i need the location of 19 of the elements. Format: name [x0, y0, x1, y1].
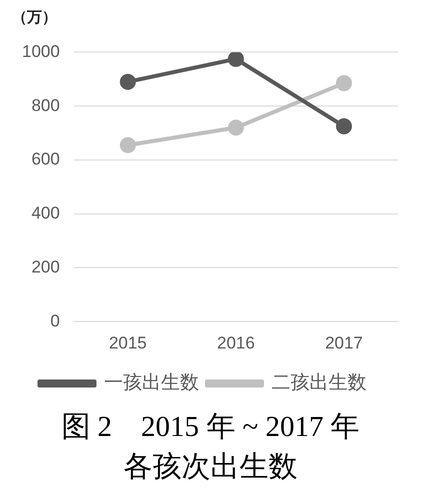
point — [120, 74, 136, 90]
y-tick-label: 600 — [31, 150, 60, 169]
x-tick-label: 2017 — [325, 333, 363, 352]
x-tick-label: 2015 — [108, 333, 147, 352]
point — [336, 118, 352, 134]
y-tick-label: 200 — [31, 257, 60, 276]
point — [120, 137, 136, 154]
legend-label: 一孩出生数 — [104, 371, 199, 394]
y-axis-title: （万） — [12, 8, 58, 28]
point — [336, 75, 352, 92]
legend-label: 二孩出生数 — [272, 371, 366, 394]
y-tick-label: 800 — [31, 96, 60, 115]
text: 图 2 2015 年 ~ 2017 年各孩次出生数 — [60, 410, 361, 485]
y-tick-label: 1000 — [22, 42, 60, 61]
point — [228, 52, 244, 67]
point — [228, 120, 244, 136]
y-tick-label: 400 — [31, 204, 60, 223]
x-tick-label: 2016 — [216, 333, 255, 352]
y-tick-label: 0 — [50, 311, 60, 330]
